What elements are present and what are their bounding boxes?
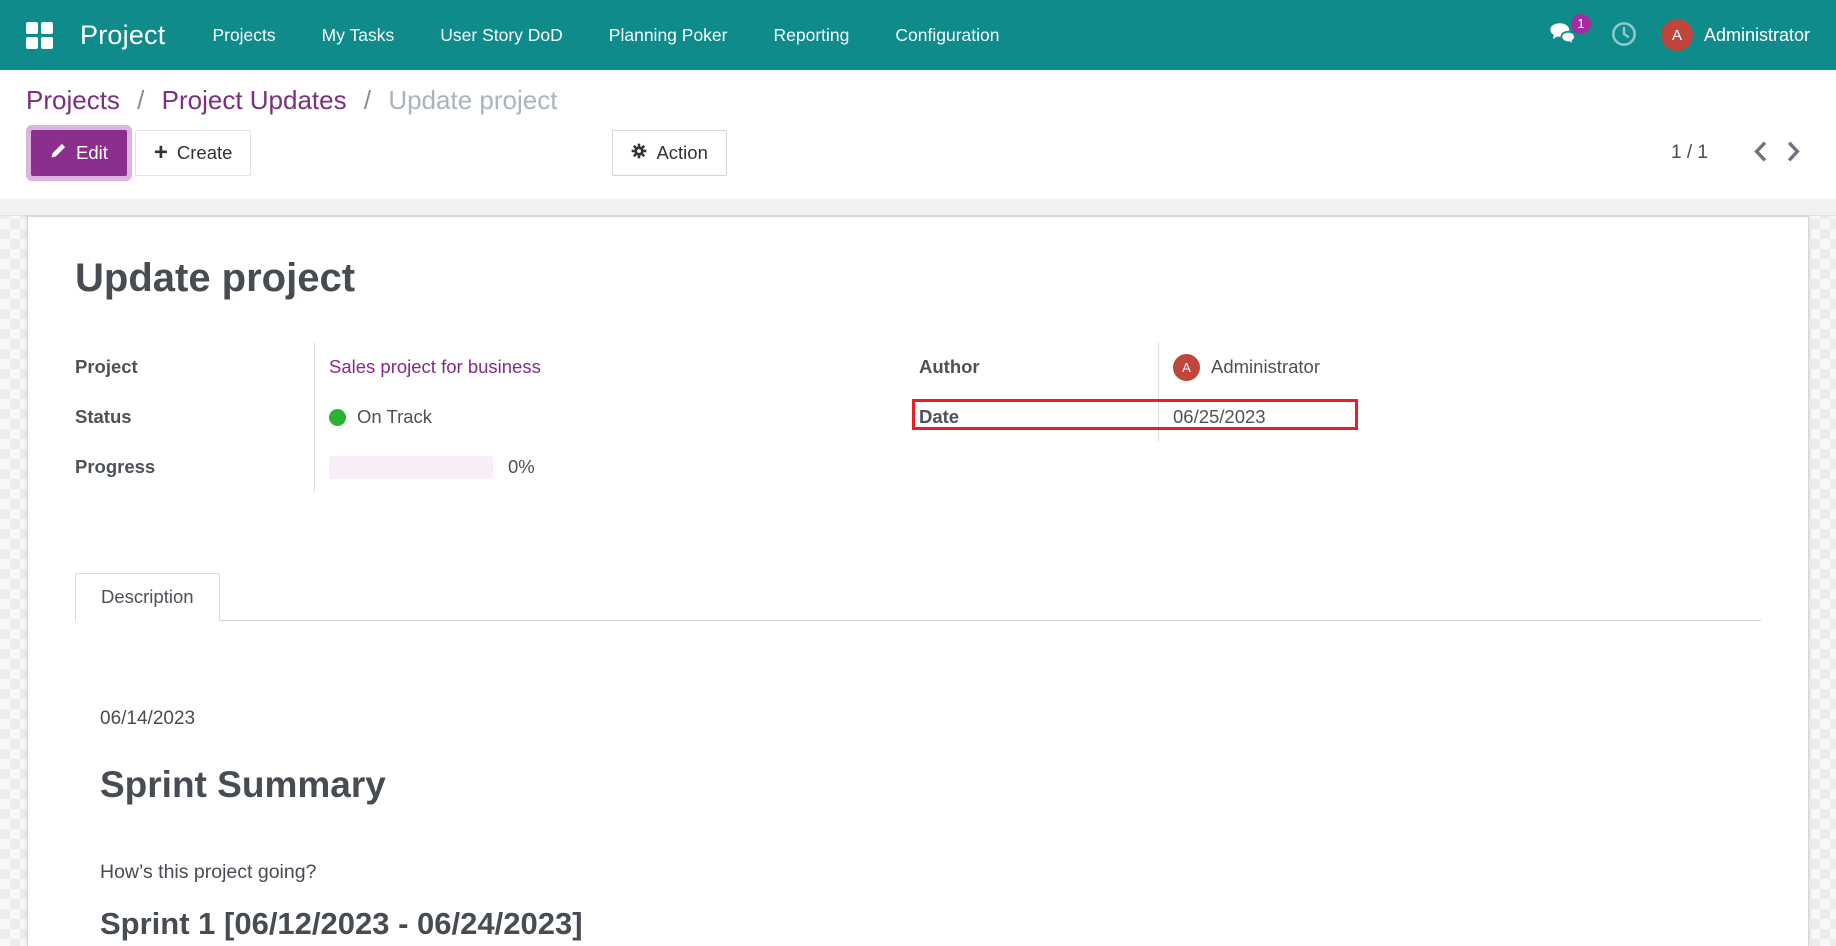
pencil-icon <box>50 142 67 164</box>
author-field-value: Administrator <box>1211 356 1320 377</box>
description-date: 06/14/2023 <box>100 708 196 729</box>
field-row-project: Project Sales project for business <box>75 342 919 392</box>
action-button[interactable]: Action <box>612 130 727 176</box>
breadcrumb-link-projects[interactable]: Projects <box>26 85 120 115</box>
create-button[interactable]: + Create <box>134 130 252 176</box>
record-title: Update project <box>75 256 356 300</box>
progress-field-value: 0% <box>508 456 535 477</box>
menu-item-reporting[interactable]: Reporting <box>773 24 850 45</box>
pager-next-button[interactable] <box>1777 137 1810 169</box>
messages-badge: 1 <box>1570 13 1591 34</box>
navbar-right: 1 A Administrator <box>1539 13 1810 56</box>
apps-grid-square <box>41 37 53 49</box>
create-button-label: Create <box>176 142 233 163</box>
breadcrumb-link-project-updates[interactable]: Project Updates <box>161 85 347 115</box>
menu-item-my-tasks[interactable]: My Tasks <box>321 24 395 45</box>
progress-bar <box>329 455 493 479</box>
statusbar <box>0 199 1836 216</box>
activities-button[interactable] <box>1601 15 1647 56</box>
apps-menu-icon[interactable] <box>26 22 53 49</box>
apps-grid-square <box>26 22 38 34</box>
field-row-status: Status On Track <box>75 392 919 442</box>
description-content: 06/14/2023 Sprint Summary How’s this pro… <box>75 621 1761 942</box>
project-question-text: How’s this project going? <box>100 861 317 883</box>
project-field-value[interactable]: Sales project for business <box>329 356 541 377</box>
main-menu: Projects My Tasks User Story DoD Plannin… <box>189 0 1022 70</box>
chevron-left-icon <box>1754 141 1767 165</box>
form-view-area: Update project Project Sales project for… <box>0 199 1836 946</box>
control-panel: Projects / Project Updates / Update proj… <box>0 70 1836 199</box>
pager-count: 1 / 1 <box>1671 142 1708 163</box>
left-field-group: Project Sales project for business Statu… <box>75 342 919 492</box>
right-field-group: Author A Administrator Date 06/25/2023 <box>912 342 1761 492</box>
field-row-date: Date 06/25/2023 <box>912 392 1761 442</box>
user-menu[interactable]: A Administrator <box>1660 19 1810 51</box>
navbar-left: Project Projects My Tasks User Story DoD… <box>26 0 1023 70</box>
progress-field-label: Progress <box>75 442 315 492</box>
pager: 1 / 1 <box>1671 137 1810 169</box>
menu-item-configuration[interactable]: Configuration <box>895 24 1000 45</box>
action-button-label: Action <box>656 142 708 163</box>
user-avatar: A <box>1660 19 1693 51</box>
field-row-author: Author A Administrator <box>919 342 1761 392</box>
chevron-right-icon <box>1787 141 1800 165</box>
toolbar: Edit + Create <box>26 130 1810 176</box>
top-navbar: Project Projects My Tasks User Story DoD… <box>0 0 1836 70</box>
breadcrumb-current: Update project <box>388 85 558 115</box>
edit-button[interactable]: Edit <box>31 130 127 176</box>
notebook-tabs: Description <box>75 573 1761 621</box>
date-field-value: 06/25/2023 <box>1173 406 1266 427</box>
tab-description[interactable]: Description <box>75 573 220 621</box>
messages-button[interactable]: 1 <box>1539 13 1591 55</box>
chat-icon <box>1549 22 1577 49</box>
breadcrumb-separator: / <box>137 85 145 115</box>
sprint-summary-heading: Sprint Summary <box>100 764 386 805</box>
author-field-label: Author <box>919 342 1159 392</box>
app-brand[interactable]: Project <box>80 19 166 50</box>
status-field-value: On Track <box>357 406 433 427</box>
pager-previous-button[interactable] <box>1744 137 1777 169</box>
project-field-label: Project <box>75 342 315 392</box>
field-row-progress: Progress 0% <box>75 442 919 492</box>
clock-icon <box>1611 21 1637 50</box>
field-groups: Project Sales project for business Statu… <box>75 342 1761 492</box>
breadcrumb: Projects / Project Updates / Update proj… <box>26 85 1810 115</box>
gear-icon <box>631 142 647 164</box>
menu-item-projects[interactable]: Projects <box>212 24 276 45</box>
menu-item-planning-poker[interactable]: Planning Poker <box>608 24 728 45</box>
form-sheet: Update project Project Sales project for… <box>27 216 1809 946</box>
plus-icon: + <box>153 139 168 166</box>
apps-grid-square <box>41 22 53 34</box>
sprint-range-heading: Sprint 1 [06/12/2023 - 06/24/2023] <box>100 906 583 941</box>
author-avatar: A <box>1173 353 1200 381</box>
status-field-label: Status <box>75 392 315 442</box>
menu-item-user-story-dod[interactable]: User Story DoD <box>440 24 563 45</box>
apps-grid-square <box>26 37 38 49</box>
breadcrumb-separator: / <box>363 85 372 115</box>
date-field-label: Date <box>919 392 1159 442</box>
edit-button-label: Edit <box>76 142 108 163</box>
status-green-dot-icon <box>329 408 346 426</box>
user-name: Administrator <box>1703 24 1810 45</box>
